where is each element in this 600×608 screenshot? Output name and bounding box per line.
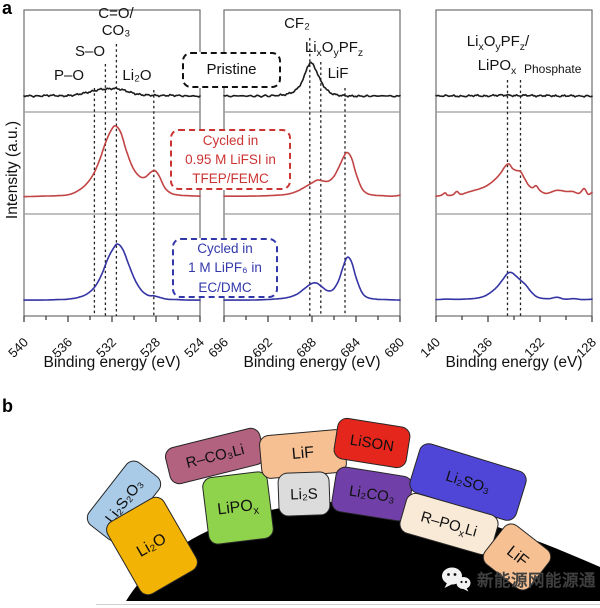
lipf6-legend-box: Cycled in 1 M LiPF₆ in EC/DMC: [172, 238, 278, 298]
spectrum-trace-pristine-right: [435, 93, 593, 98]
lipf6-line3: EC/DMC: [198, 279, 252, 295]
y-axis-title: Intensity (a.u.): [4, 120, 21, 220]
pristine-legend-box: Pristine: [182, 52, 281, 88]
peak-label-phosphate: Phosphate: [524, 62, 582, 76]
x-axis-title-left: Binding energy (eV): [43, 354, 181, 371]
spectrum-trace-pristine-middle: [223, 61, 401, 98]
spectrum-trace-lipf6-left: [23, 243, 201, 301]
svg-text:696: 696: [205, 335, 231, 361]
spectrum-trace-lipf6-right: [435, 271, 593, 301]
panel-a-label: a: [2, 0, 13, 18]
peak-label-lixoypfz-slash: LixOyPFz/: [466, 33, 530, 53]
watermark: 新能源网能源通: [441, 566, 596, 592]
spectrum-trace-lifsi-middle: [223, 151, 401, 197]
watermark-text: 新能源网能源通: [477, 572, 596, 590]
wechat-icon: [442, 567, 471, 592]
spectrum-trace-lifsi-right: [435, 163, 593, 197]
lifsi-line1: Cycled in: [202, 132, 259, 148]
pristine-legend-text: Pristine: [206, 61, 257, 79]
peak-label-p-o: P–O: [53, 67, 85, 84]
spectrum-trace-lifsi-left: [23, 125, 201, 198]
spectrum-trace-pristine-left: [23, 86, 201, 98]
svg-text:524: 524: [181, 335, 207, 361]
peak-label-li2o: Li₂O: [122, 67, 152, 84]
x-axis-title-middle: Binding energy (eV): [243, 354, 381, 371]
lifsi-legend-box: Cycled in 0.95 M LiFSI in TFEP/FEMC: [170, 129, 291, 190]
svg-text:140: 140: [417, 335, 443, 361]
peak-label-lipox: LiPOx: [477, 57, 517, 77]
peak-label-lif: LiF: [327, 65, 349, 82]
peak-label-co-co3: C=O/ CO₃: [98, 5, 134, 39]
block-li2s: Li₂S: [277, 471, 331, 517]
peak-label-lixoypfz: LixOyPFz: [304, 39, 364, 59]
lipf6-line1: Cycled in: [197, 241, 253, 257]
svg-text:680: 680: [381, 335, 407, 361]
peak-label-s-o: S–O: [74, 43, 106, 60]
spectrum-trace-lipf6-middle: [223, 256, 401, 301]
lipf6-line2: 1 M LiPF₆ in: [188, 260, 262, 276]
panel-b-label: b: [2, 396, 13, 416]
block-lipox: LiPOx: [201, 470, 275, 546]
peak-label-cf2: CF₂: [284, 15, 310, 32]
svg-text:540: 540: [5, 335, 31, 361]
lifsi-line2: 0.95 M LiFSI in: [185, 151, 276, 167]
x-axis-title-right: Binding energy (eV): [445, 354, 583, 371]
lifsi-line3: TFEP/FEMC: [192, 171, 269, 187]
